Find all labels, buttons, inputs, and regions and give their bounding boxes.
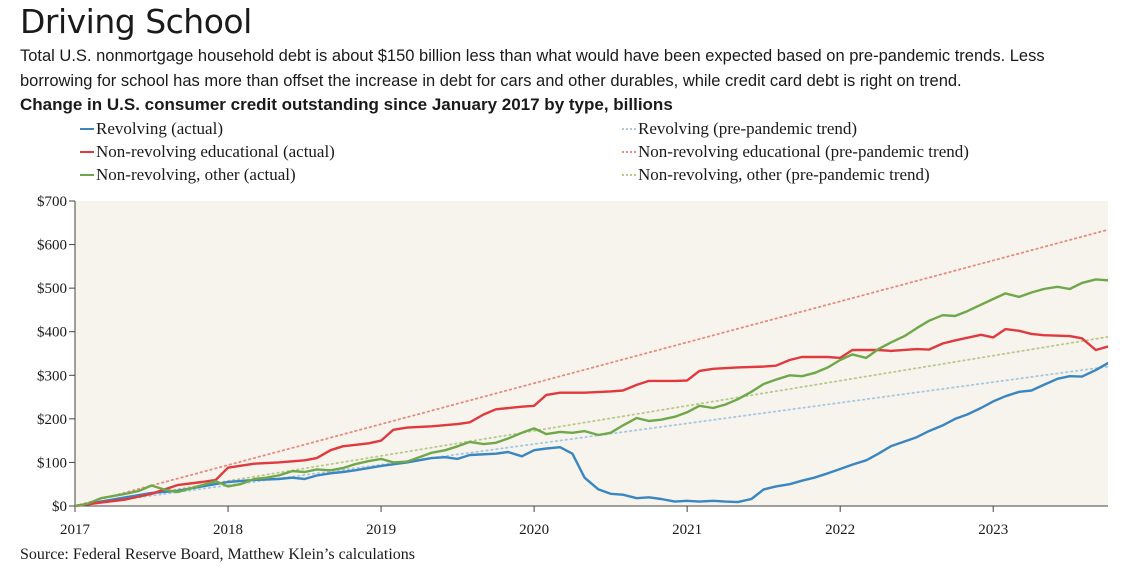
series-line-non-revolving-other-pre-pandemic-trend <box>75 335 1108 507</box>
y-tick-label: $300 <box>37 368 67 384</box>
legend-item-revolving-trend: Revolving (pre-pandemic trend) <box>622 118 857 140</box>
legend-item-revolving-actual: Revolving (actual) <box>80 118 223 140</box>
y-tick-label: $500 <box>37 281 67 297</box>
x-tick-label: 2019 <box>366 522 396 538</box>
chart-subtitle: Total U.S. nonmortgage household debt is… <box>20 47 1045 90</box>
legend-item-educational-trend: Non-revolving educational (pre-pandemic … <box>622 141 969 163</box>
legend-label-revolving-actual: Revolving (actual) <box>96 119 223 138</box>
series-line-revolving-actual <box>75 361 1108 508</box>
chart-heading: Change in U.S. consumer credit outstandi… <box>20 95 673 114</box>
legend-swatch-educational-trend <box>622 151 636 153</box>
y-tick-label: $400 <box>37 325 67 341</box>
series-line-non-revolving-other-actual <box>75 278 1108 508</box>
legend-item-educational-actual: Non-revolving educational (actual) <box>80 141 335 163</box>
legend-swatch-revolving-trend <box>622 128 636 130</box>
x-tick-label: 2021 <box>672 522 702 538</box>
y-tick-label: $0 <box>52 499 67 515</box>
x-tick-label: 2018 <box>213 522 243 538</box>
legend-label-educational-actual: Non-revolving educational (actual) <box>96 142 335 161</box>
chart-title: Driving School <box>20 2 252 41</box>
series-line-non-revolving-educational-actual <box>75 327 1108 508</box>
legend-swatch-educational-actual <box>80 151 94 153</box>
legend-label-other-actual: Non-revolving, other (actual) <box>96 165 296 184</box>
x-tick-label: 2017 <box>60 522 91 538</box>
y-tick-label: $200 <box>37 412 67 428</box>
legend-label-revolving-trend: Revolving (pre-pandemic trend) <box>638 119 858 138</box>
legend-label-other-trend: Non-revolving, other (pre-pandemic trend… <box>638 165 930 184</box>
legend-item-other-actual: Non-revolving, other (actual) <box>80 164 296 186</box>
x-tick-label: 2020 <box>519 522 549 538</box>
legend-swatch-other-trend <box>622 174 636 176</box>
x-tick-label: 2023 <box>978 522 1008 538</box>
plot-background <box>75 201 1108 506</box>
y-tick-label: $700 <box>37 194 67 210</box>
legend: Revolving (actual) Non-revolving educati… <box>0 118 1125 188</box>
legend-swatch-revolving-actual <box>80 128 94 130</box>
source-note: Source: Federal Reserve Board, Matthew K… <box>20 546 415 563</box>
legend-item-other-trend: Non-revolving, other (pre-pandemic trend… <box>622 164 930 186</box>
x-tick-label: 2022 <box>825 522 855 538</box>
legend-label-educational-trend: Non-revolving educational (pre-pandemic … <box>638 142 969 161</box>
y-tick-label: $100 <box>37 455 67 471</box>
legend-swatch-other-actual <box>80 174 94 176</box>
y-tick-label: $600 <box>37 238 67 254</box>
